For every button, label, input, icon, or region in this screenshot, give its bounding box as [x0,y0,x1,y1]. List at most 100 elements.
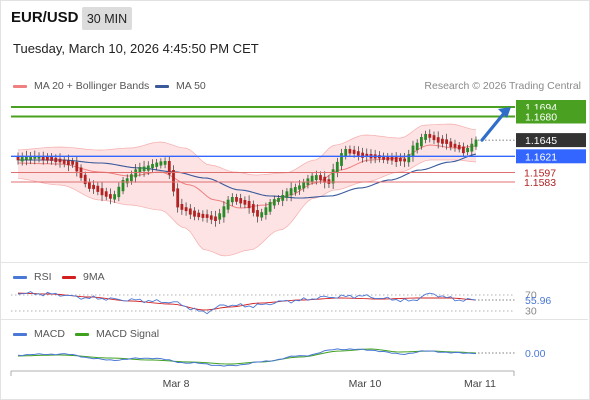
candle-down[interactable] [50,156,53,161]
candle-down[interactable] [209,215,213,220]
candle-up[interactable] [335,161,339,174]
candle-down[interactable] [394,157,398,162]
candle-down[interactable] [382,155,385,160]
candle-down[interactable] [88,181,91,189]
candle-down[interactable] [449,141,453,148]
candle-up[interactable] [293,187,297,193]
candle-down[interactable] [104,191,108,197]
candle-up[interactable] [331,169,335,184]
candle-up[interactable] [424,134,427,140]
candle-down[interactable] [243,200,247,205]
candle-down[interactable] [180,204,184,210]
candle-up[interactable] [218,213,222,220]
candle-down[interactable] [201,213,205,218]
candle-up[interactable] [272,199,276,206]
candle-down[interactable] [348,149,352,154]
candle-down[interactable] [239,198,243,204]
candle-down[interactable] [462,146,465,154]
candle-up[interactable] [264,207,268,215]
candle-down[interactable] [453,143,457,148]
candle-down[interactable] [256,210,259,217]
candle-up[interactable] [314,175,318,181]
candle-down[interactable] [457,145,461,150]
timeframe-badge[interactable]: 30 MIN [82,7,132,30]
candle-down[interactable] [361,152,364,158]
candle-down[interactable] [54,157,58,163]
candle-down[interactable] [390,156,394,161]
candle-up[interactable] [310,175,314,182]
candle-down[interactable] [205,214,209,218]
candle-down[interactable] [71,161,74,165]
candle-down[interactable] [92,184,95,190]
candle-up[interactable] [222,206,226,218]
candle-up[interactable] [117,186,121,198]
candle-down[interactable] [75,162,79,172]
candle-down[interactable] [441,138,444,144]
candle-down[interactable] [323,176,327,183]
candle-up[interactable] [298,185,301,190]
candle-down[interactable] [96,185,100,192]
candle-up[interactable] [302,182,306,189]
candle-up[interactable] [33,156,37,159]
candle-up[interactable] [470,143,474,152]
candle-down[interactable] [172,170,175,192]
candle-up[interactable] [146,165,150,171]
candle-up[interactable] [113,194,116,200]
candle-down[interactable] [176,188,180,208]
candle-down[interactable] [58,158,62,163]
candle-up[interactable] [420,137,423,147]
candle-up[interactable] [277,198,280,202]
candle-down[interactable] [432,135,436,141]
candle-up[interactable] [285,191,289,198]
candle-up[interactable] [230,197,234,203]
candle-down[interactable] [214,216,217,222]
candle-up[interactable] [142,166,146,172]
candle-down[interactable] [399,157,402,162]
candle-down[interactable] [46,156,49,161]
candle-down[interactable] [403,158,406,162]
candle-down[interactable] [436,137,440,143]
candle-up[interactable] [121,180,125,192]
candle-up[interactable] [134,169,138,178]
candle-up[interactable] [125,178,129,184]
candle-up[interactable] [130,174,133,182]
candle-down[interactable] [428,134,432,138]
candle-down[interactable] [247,201,251,209]
candle-down[interactable] [365,153,369,157]
candle-up[interactable] [37,156,41,159]
candle-up[interactable] [407,154,411,163]
candle-down[interactable] [184,207,188,212]
candle-down[interactable] [67,160,70,166]
candle-down[interactable] [197,212,201,218]
candle-down[interactable] [319,175,322,181]
candle-down[interactable] [167,161,171,175]
candle-up[interactable] [474,139,478,147]
candle-down[interactable] [83,174,87,185]
candle-down[interactable] [352,149,356,154]
candle-up[interactable] [163,161,167,165]
candle-down[interactable] [386,156,390,161]
candle-up[interactable] [268,202,272,212]
candle-up[interactable] [151,164,154,169]
candle-up[interactable] [289,188,293,196]
candle-up[interactable] [344,149,348,157]
candle-up[interactable] [466,148,469,153]
candle-down[interactable] [235,197,238,202]
candle-up[interactable] [138,167,142,173]
candle-up[interactable] [415,142,419,150]
candle-down[interactable] [100,188,104,196]
candle-up[interactable] [25,156,28,160]
candle-up[interactable] [155,162,159,167]
candle-up[interactable] [260,212,264,218]
candle-down[interactable] [193,210,196,217]
candle-down[interactable] [251,204,255,213]
candle-up[interactable] [20,156,24,162]
candle-up[interactable] [29,156,32,160]
candle-up[interactable] [281,195,285,201]
candle-down[interactable] [188,208,192,215]
candle-up[interactable] [159,161,163,166]
candle-up[interactable] [411,145,415,157]
candle-down[interactable] [445,139,448,144]
candle-down[interactable] [41,156,45,161]
